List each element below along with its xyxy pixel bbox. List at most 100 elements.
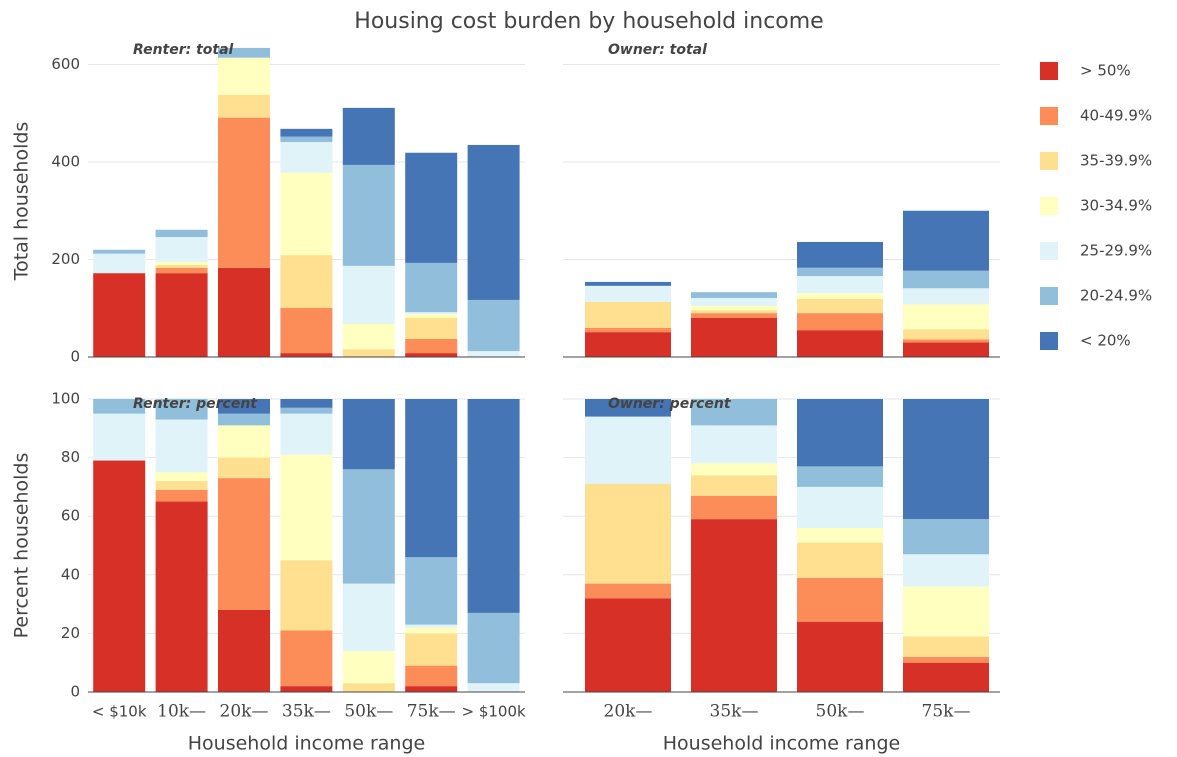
bar-segment: [903, 210, 989, 271]
bar-segment: [903, 339, 989, 343]
bar-segment: [342, 469, 395, 584]
x-tick-label: 20k—: [220, 702, 269, 722]
bar-segment: [691, 399, 777, 426]
bar-segment: [342, 399, 395, 470]
y-tick-label: 600: [51, 55, 80, 73]
bar-segment: [903, 554, 989, 587]
bar-segment: [342, 164, 395, 266]
y-tick-label: 400: [51, 153, 80, 171]
bar-segment: [280, 142, 333, 173]
bar-segment: [218, 609, 270, 692]
bar-segment: [155, 501, 208, 692]
bar-segment: [585, 416, 671, 484]
bar-segment: [405, 557, 458, 625]
bar-segment: [797, 527, 883, 543]
y-axis-label: Total households: [11, 122, 33, 282]
bar-segment: [405, 627, 458, 634]
bar-segment: [903, 288, 989, 305]
bar-segment: [585, 332, 671, 357]
bar-segment: [280, 255, 333, 308]
bar-segment: [797, 241, 883, 268]
bar-segment: [155, 237, 208, 262]
bar-segment: [218, 94, 270, 118]
bar-segment: [585, 327, 671, 333]
bar-segment: [218, 457, 270, 479]
bar-segment: [218, 478, 270, 610]
bar-segment: [585, 399, 671, 417]
x-tick-label: 75k—: [922, 702, 971, 722]
bar-segment: [691, 475, 777, 496]
bar-segment: [342, 650, 395, 684]
bar-segment: [585, 281, 671, 286]
x-tick-label: 35k—: [710, 702, 759, 722]
bar-segment: [691, 463, 777, 476]
x-tick-label: 35k—: [282, 702, 331, 722]
bar-segment: [405, 312, 458, 315]
bar-segment: [467, 612, 520, 684]
bar-segment: [405, 314, 458, 318]
legend-label: 20-24.9%: [1080, 287, 1152, 305]
bar-segment: [691, 305, 777, 311]
bar-segment: [405, 262, 458, 313]
bar-segment: [585, 285, 671, 302]
legend-swatch: [1040, 197, 1058, 215]
legend-swatch: [1040, 332, 1058, 350]
bar-segment: [405, 353, 458, 357]
bar-segment: [903, 399, 989, 520]
bar-segment: [280, 413, 333, 455]
subplot-title: Owner: total: [608, 42, 707, 58]
y-tick-label: 100: [51, 390, 80, 408]
bar-segment: [691, 292, 777, 299]
bar-segment: [342, 683, 395, 692]
legend-swatch: [1040, 107, 1058, 125]
y-axis-label: Percent households: [11, 453, 33, 639]
bar-segment: [155, 399, 208, 420]
y-tick-label: 20: [61, 624, 80, 642]
bar-segment: [93, 460, 146, 692]
bar-segment: [797, 276, 883, 294]
bar-segment: [903, 304, 989, 330]
bar-segment: [691, 318, 777, 357]
bar-segment: [280, 136, 333, 143]
y-tick-label: 0: [70, 348, 80, 366]
legend-label: 40-49.9%: [1080, 107, 1152, 125]
bar-segment: [280, 407, 333, 414]
bar-segment: [691, 313, 777, 318]
bar-segment: [280, 399, 333, 408]
bar-segment: [342, 323, 395, 350]
bar-segment: [280, 686, 333, 692]
x-axis-label: Household income range: [663, 733, 900, 755]
bar-segment: [405, 338, 458, 354]
bar-segment: [585, 583, 671, 599]
bar-segment: [93, 413, 146, 461]
bar-segment: [405, 318, 458, 339]
bar-segment: [797, 577, 883, 622]
bar-segment: [280, 630, 333, 687]
legend-swatch: [1040, 287, 1058, 305]
bar-segment: [280, 128, 333, 137]
bar-segment: [903, 270, 989, 289]
bar-segment: [280, 353, 333, 357]
legend-label: 30-34.9%: [1080, 197, 1152, 215]
bar-segment: [903, 342, 989, 357]
bar-segment: [467, 399, 520, 613]
bar-segment: [903, 662, 989, 692]
bar-segment: [218, 117, 270, 268]
subplot-title: Owner: percent: [608, 396, 732, 412]
bar-segment: [903, 519, 989, 555]
bar-segment: [280, 454, 333, 561]
bar-segment: [280, 307, 333, 354]
chart-title: Housing cost burden by household income: [354, 9, 823, 34]
subplot-title: Renter: percent: [133, 396, 258, 412]
bar-segment: [467, 299, 520, 352]
x-tick-label: 10k—: [157, 702, 206, 722]
x-tick-label: 20k—: [604, 702, 653, 722]
bar-segment: [93, 249, 146, 254]
x-axis-label: Household income range: [188, 733, 425, 755]
bar-segment: [903, 636, 989, 657]
bar-segment: [280, 172, 333, 256]
bar-segment: [155, 267, 208, 274]
y-tick-label: 200: [51, 250, 80, 268]
bar-segment: [155, 472, 208, 482]
bar-segment: [797, 298, 883, 314]
